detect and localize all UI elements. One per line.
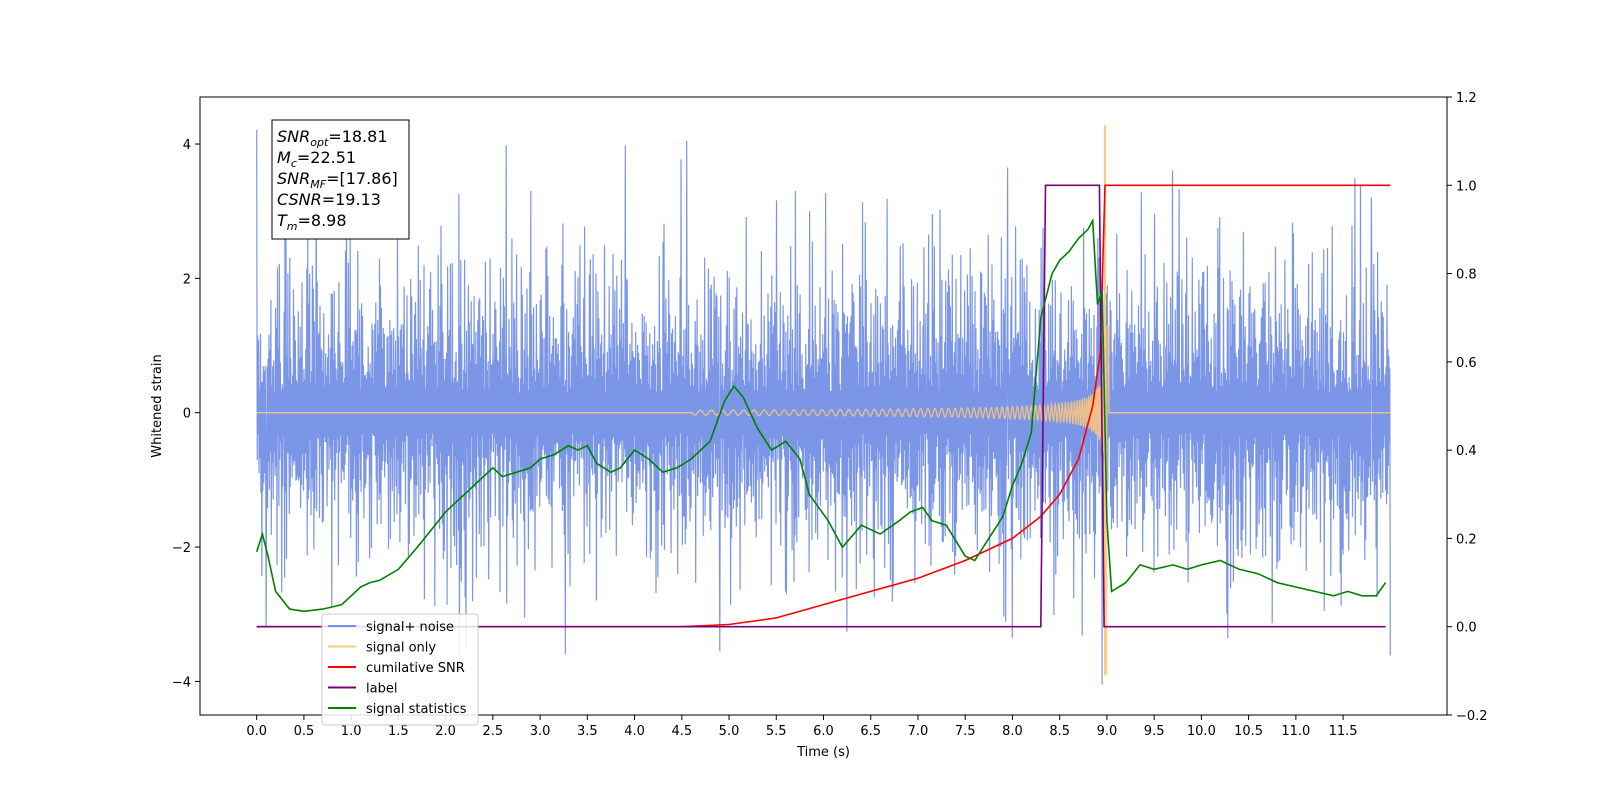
y-axis-label: Whitened strain — [150, 354, 165, 457]
legend-label: signal only — [366, 641, 436, 656]
series-label — [256, 184, 1386, 628]
y-tick-label: 2 — [183, 272, 191, 287]
stat-subscript: c — [291, 157, 297, 170]
x-tick-label: 2.0 — [435, 724, 456, 739]
x-tick-label: 1.0 — [341, 724, 362, 739]
stat-value: =19.13 — [322, 190, 381, 209]
stat-value: =22.51 — [297, 148, 356, 167]
legend-label: signal+ noise — [366, 620, 454, 635]
stat-value: =8.98 — [298, 211, 347, 230]
legend-label: label — [366, 682, 397, 697]
y-tick-label: 4 — [183, 138, 191, 153]
series-signal-only — [256, 325, 1391, 676]
y2-tick-label: 1.2 — [1456, 91, 1477, 106]
y2-tick-label: 0.4 — [1456, 444, 1477, 459]
series-signal-noise — [256, 129, 1391, 685]
stat-subscript: m — [287, 220, 298, 233]
y-tick-label: −4 — [172, 675, 191, 690]
stat-name: CSNR — [277, 190, 322, 209]
axes: 0.0 0.5 1.0 1.5 2.0 2.5 3.0 3.5 4.0 4.5 5.0 5.5 6.0 6… — [172, 91, 1488, 739]
x-tick-label: 8.0 — [1002, 724, 1023, 739]
x-tick-label: 7.0 — [908, 724, 929, 739]
x-tick-label: 7.5 — [955, 724, 976, 739]
x-tick-label: 6.0 — [813, 724, 834, 739]
plot-area — [255, 125, 1391, 685]
x-tick-label: 5.5 — [766, 724, 787, 739]
x-tick-label: 11.5 — [1329, 724, 1358, 739]
stat-line: Mc=22.51 — [277, 148, 356, 170]
stat-line: SNRopt=18.81 — [277, 127, 388, 149]
x-tick-label: 4.5 — [671, 724, 692, 739]
stat-value: =[17.86] — [326, 169, 398, 188]
y2-tick-label: 0.0 — [1456, 621, 1477, 636]
x-tick-label: 6.5 — [860, 724, 881, 739]
stat-name: T — [277, 211, 288, 230]
stat-name: SNR — [277, 127, 310, 146]
stat-name: SNR — [277, 169, 310, 188]
legend-label: signal statistics — [366, 702, 467, 717]
x-axis-label: Time (s) — [796, 745, 850, 760]
y-tick-label: 0 — [183, 407, 191, 422]
y2-tick-label: 0.6 — [1456, 356, 1477, 371]
stat-line: SNRMF=[17.86] — [277, 169, 398, 191]
x-tick-label: 8.5 — [1049, 724, 1070, 739]
stat-name: M — [277, 148, 291, 167]
stats-box: SNRopt=18.81Mc=22.51SNRMF=[17.86]CSNR=19… — [271, 119, 410, 240]
legend: signal+ noise signal only cumilative SNR la… — [321, 613, 479, 726]
x-tick-label: 9.5 — [1144, 724, 1165, 739]
stat-line: CSNR=19.13 — [277, 190, 381, 209]
stat-subscript: opt — [310, 136, 329, 149]
x-tick-label: 3.0 — [530, 724, 551, 739]
x-tick-label: 0.5 — [294, 724, 315, 739]
x-tick-label: 3.5 — [577, 724, 598, 739]
legend-label: cumilative SNR — [366, 661, 465, 676]
x-tick-label: 2.5 — [483, 724, 504, 739]
x-tick-label: 10.5 — [1234, 724, 1263, 739]
y2-tick-label: 0.8 — [1456, 268, 1477, 283]
y2-tick-label: 0.2 — [1456, 532, 1477, 547]
series-signal-statistics — [255, 217, 1387, 613]
stat-value: =18.81 — [328, 127, 387, 146]
x-tick-label: 10.0 — [1187, 724, 1216, 739]
y2-tick-label: 1.0 — [1456, 179, 1477, 194]
x-tick-label: 11.0 — [1281, 724, 1310, 739]
y-tick-label: −2 — [172, 541, 191, 556]
x-tick-label: 0.0 — [246, 724, 267, 739]
x-tick-label: 9.0 — [1097, 724, 1118, 739]
x-tick-label: 4.0 — [624, 724, 645, 739]
x-tick-label: 1.5 — [388, 724, 409, 739]
legend-frame — [321, 613, 479, 726]
stat-line: Tm=8.98 — [277, 211, 347, 233]
stat-subscript: MF — [310, 178, 326, 191]
x-tick-label: 5.0 — [719, 724, 740, 739]
stats-box-frame — [271, 119, 410, 240]
y2-tick-label: −0.2 — [1456, 709, 1488, 724]
